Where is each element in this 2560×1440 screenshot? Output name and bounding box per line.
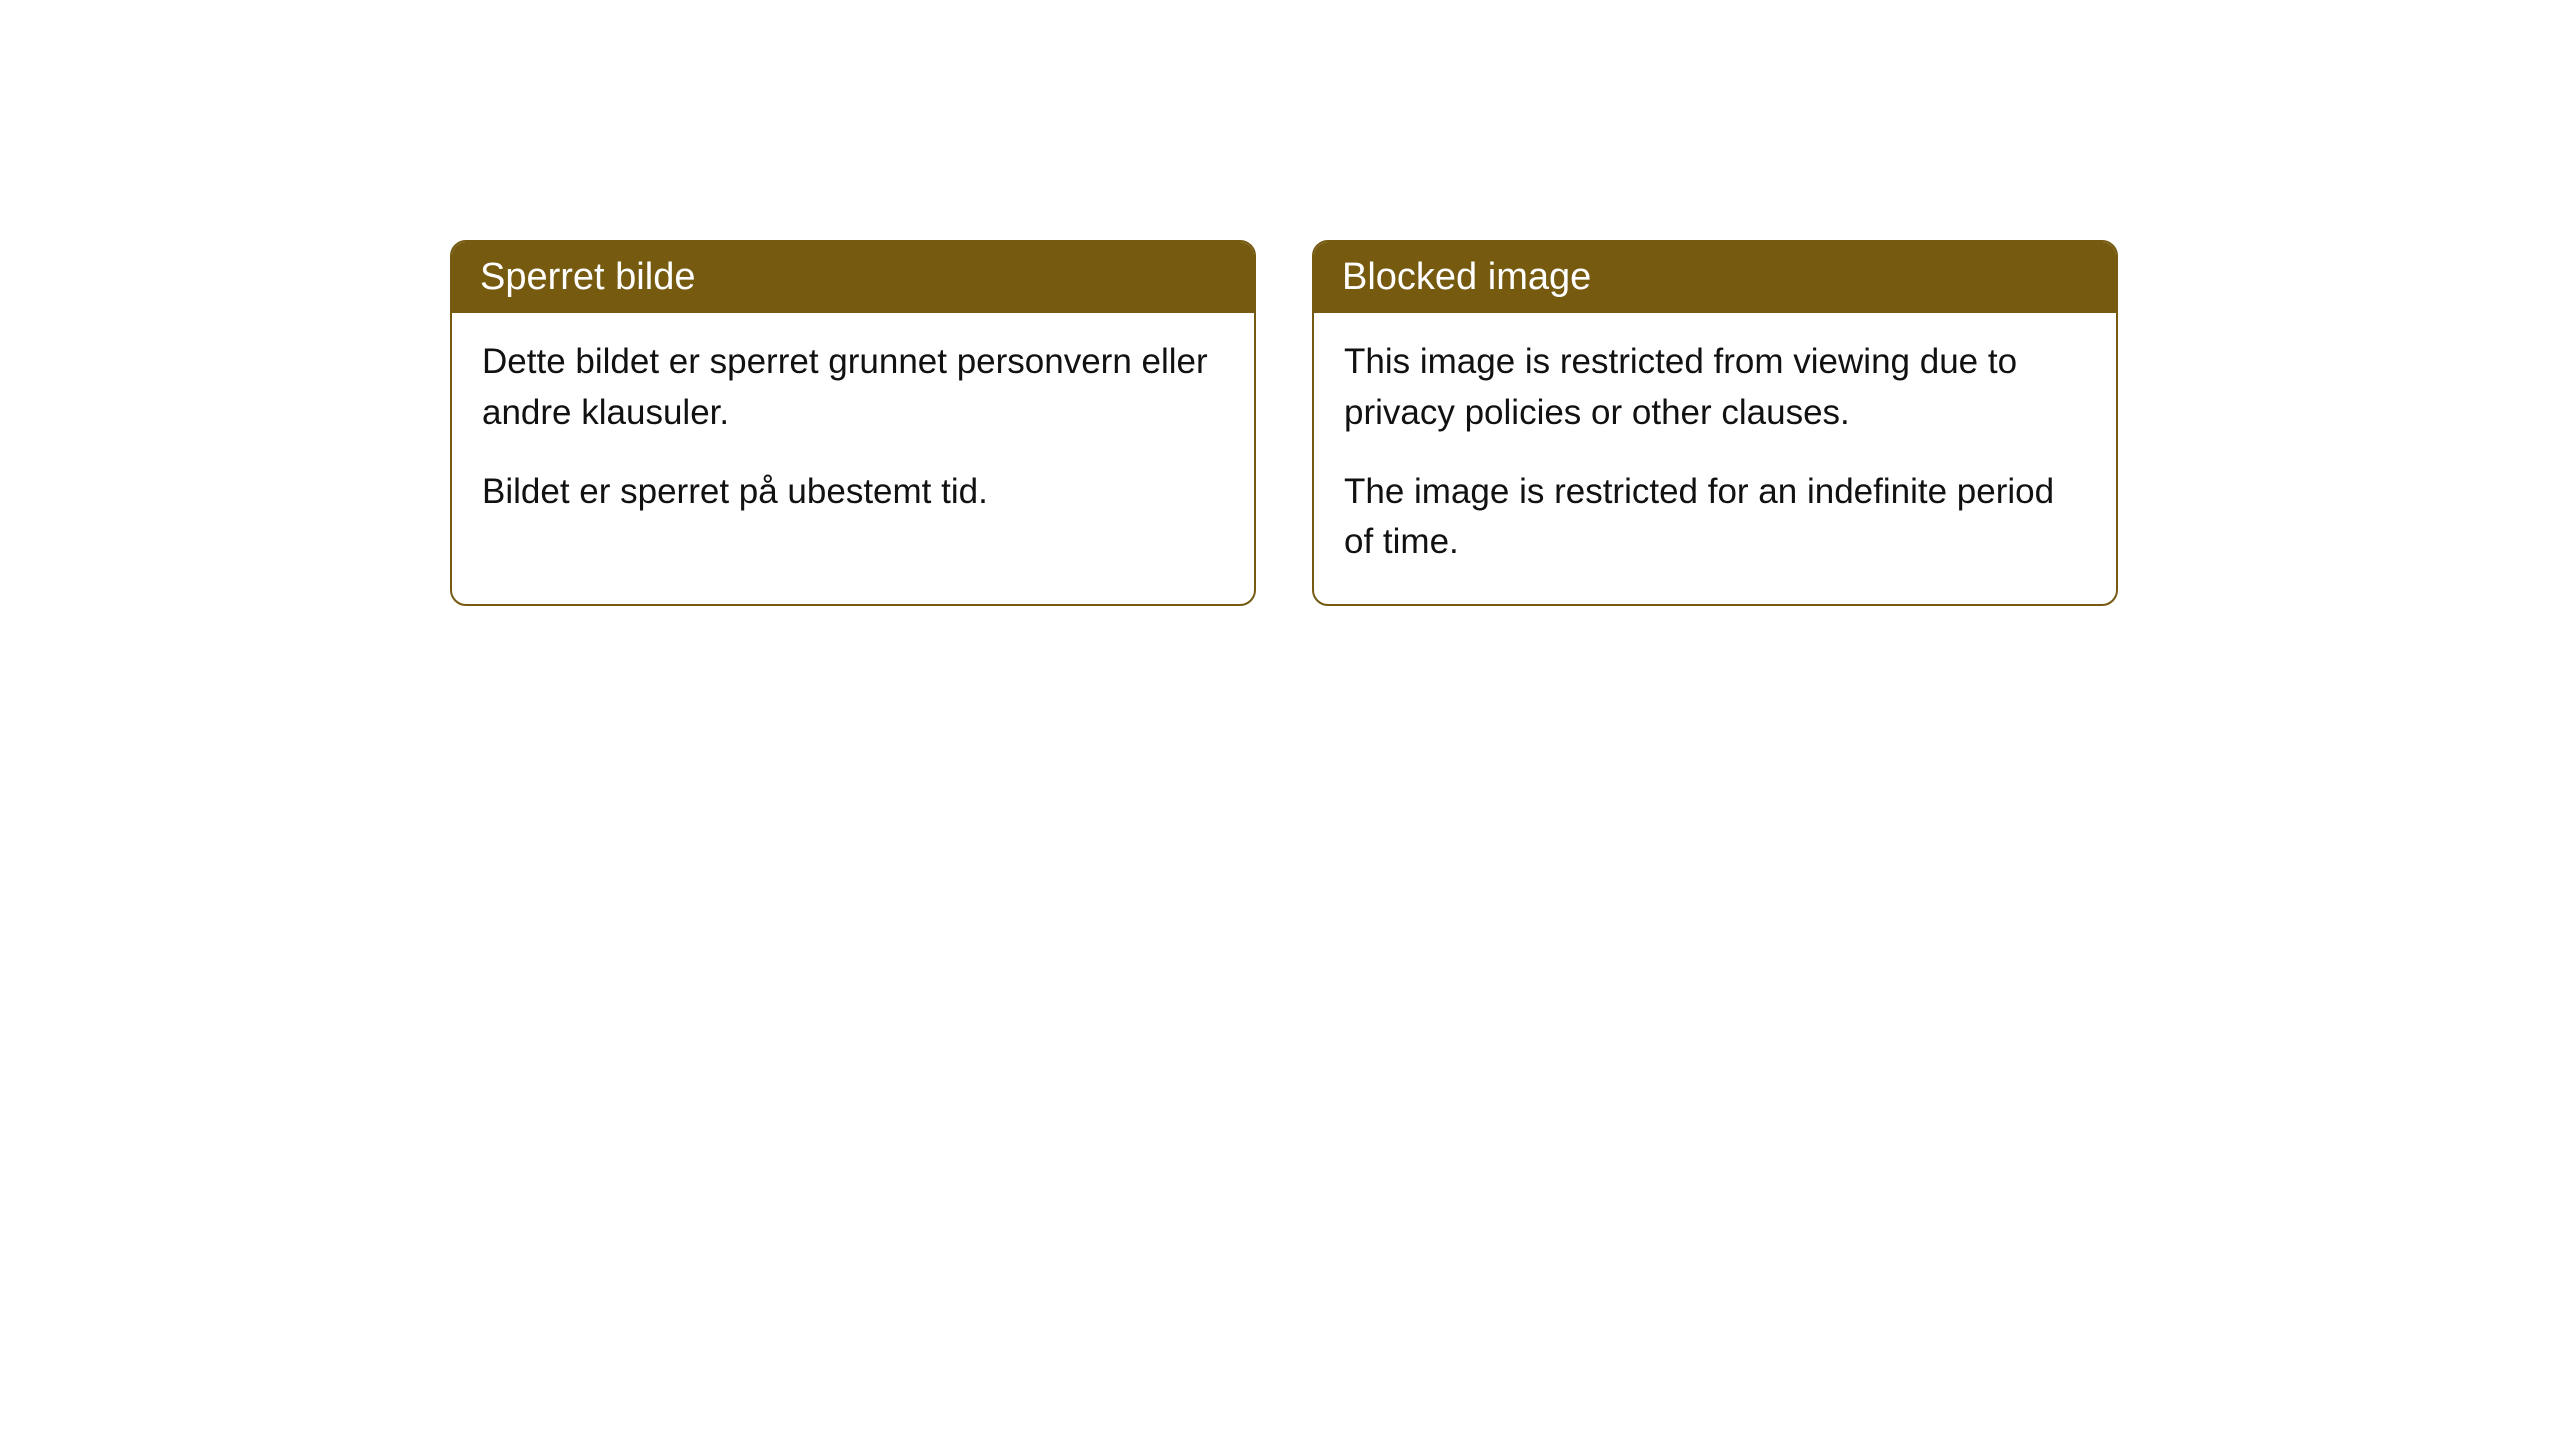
notice-cards-container: Sperret bilde Dette bildet er sperret gr… (450, 240, 2118, 606)
card-paragraph: Dette bildet er sperret grunnet personve… (482, 337, 1224, 439)
card-body: Dette bildet er sperret grunnet personve… (452, 313, 1254, 553)
notice-card-english: Blocked image This image is restricted f… (1312, 240, 2118, 606)
card-paragraph: This image is restricted from viewing du… (1344, 337, 2086, 439)
notice-card-norwegian: Sperret bilde Dette bildet er sperret gr… (450, 240, 1256, 606)
card-body: This image is restricted from viewing du… (1314, 313, 2116, 604)
card-title: Blocked image (1342, 256, 1591, 298)
card-title: Sperret bilde (480, 256, 695, 298)
card-header: Blocked image (1314, 242, 2116, 313)
card-paragraph: The image is restricted for an indefinit… (1344, 467, 2086, 569)
card-paragraph: Bildet er sperret på ubestemt tid. (482, 467, 1224, 518)
card-header: Sperret bilde (452, 242, 1254, 313)
